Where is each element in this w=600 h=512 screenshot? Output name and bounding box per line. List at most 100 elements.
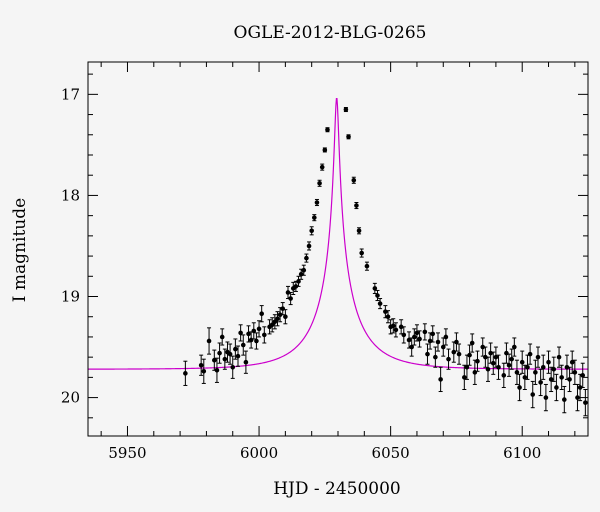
- x-tick-label: 5950: [108, 444, 146, 462]
- data-point: [312, 215, 317, 220]
- x-tick-label: 6000: [240, 444, 278, 462]
- data-point: [512, 344, 517, 350]
- data-point: [504, 350, 509, 356]
- data-point: [301, 267, 307, 273]
- plot-area: 5950 6000 6050 6100 17 18 19 20: [61, 61, 589, 462]
- data-point: [412, 334, 417, 340]
- data-point: [480, 344, 486, 350]
- data-point: [483, 354, 488, 360]
- data-point: [280, 306, 286, 311]
- data-point: [285, 290, 291, 295]
- data-point: [356, 228, 362, 234]
- x-axis-label: HJD - 2450000: [273, 479, 401, 499]
- data-point: [546, 359, 551, 365]
- data-point: [530, 392, 536, 397]
- data-point: [183, 371, 188, 376]
- data-point: [509, 356, 514, 362]
- data-point: [433, 354, 438, 360]
- y-tick-label: 18: [61, 186, 80, 204]
- data-point: [446, 356, 451, 362]
- data-point: [485, 366, 491, 372]
- data-point: [206, 338, 212, 344]
- data-point: [293, 284, 299, 289]
- data-point: [401, 332, 407, 338]
- data-point: [248, 337, 254, 343]
- data-point: [454, 339, 459, 345]
- data-point: [496, 364, 501, 370]
- data-point: [246, 331, 251, 337]
- data-point: [325, 127, 330, 133]
- data-point: [427, 338, 433, 344]
- chart-title: OGLE-2012-BLG-0265: [234, 23, 427, 43]
- data-point: [230, 364, 236, 370]
- data-point: [525, 364, 530, 370]
- data-point: [201, 369, 207, 374]
- data-point: [488, 350, 493, 356]
- data-point: [422, 329, 428, 335]
- data-point: [475, 358, 480, 364]
- data-point: [440, 344, 446, 350]
- data-point: [462, 375, 467, 380]
- data-point: [538, 380, 543, 385]
- x-tick-label: 6100: [503, 444, 541, 462]
- data-point: [583, 400, 588, 405]
- data-point: [359, 250, 364, 256]
- data-point: [535, 354, 541, 360]
- data-point: [217, 350, 222, 356]
- x-tick-label: 6050: [372, 444, 410, 462]
- data-point: [214, 367, 220, 373]
- data-point: [254, 338, 259, 344]
- data-point: [548, 377, 554, 382]
- data-point: [343, 107, 349, 112]
- data-point: [256, 326, 262, 332]
- data-point: [417, 336, 422, 342]
- data-point: [275, 316, 280, 322]
- data-point: [580, 373, 586, 378]
- data-point: [490, 360, 496, 366]
- data-point: [212, 357, 217, 363]
- data-point: [306, 243, 312, 249]
- data-point: [262, 332, 267, 338]
- data-point: [414, 330, 420, 336]
- data-point: [235, 353, 241, 359]
- data-point: [456, 351, 462, 357]
- data-point: [269, 322, 275, 328]
- data-point: [519, 359, 525, 365]
- data-point: [559, 375, 564, 380]
- data-point: [233, 346, 238, 352]
- data-point: [472, 370, 478, 375]
- data-point: [283, 314, 288, 320]
- data-point: [383, 309, 388, 314]
- data-point: [393, 327, 399, 333]
- data-point: [556, 354, 562, 360]
- data-point: [501, 373, 507, 378]
- data-point: [464, 364, 470, 370]
- data-point: [314, 200, 320, 205]
- data-point: [309, 228, 314, 234]
- y-tick-label: 17: [61, 85, 80, 103]
- data-point: [577, 385, 583, 390]
- y-tick-label: 20: [61, 389, 80, 407]
- data-point: [240, 342, 246, 348]
- data-point: [288, 296, 293, 301]
- data-point: [390, 323, 396, 329]
- data-point: [364, 263, 370, 269]
- data-point: [377, 301, 383, 306]
- data-point: [540, 364, 546, 370]
- data-point: [467, 352, 472, 358]
- data-point: [569, 359, 575, 365]
- model-curve: [88, 97, 588, 370]
- data-point: [567, 377, 572, 382]
- y-axis-label: I magnitude: [10, 198, 30, 302]
- data-point: [304, 255, 309, 261]
- data-point: [346, 134, 351, 140]
- data-point: [227, 351, 233, 357]
- data-point: [351, 177, 357, 183]
- data-point: [398, 324, 404, 330]
- data-point: [451, 349, 457, 355]
- data-point: [469, 340, 475, 346]
- data-point: [564, 364, 570, 370]
- data-point: [430, 331, 436, 337]
- data-point: [533, 370, 538, 375]
